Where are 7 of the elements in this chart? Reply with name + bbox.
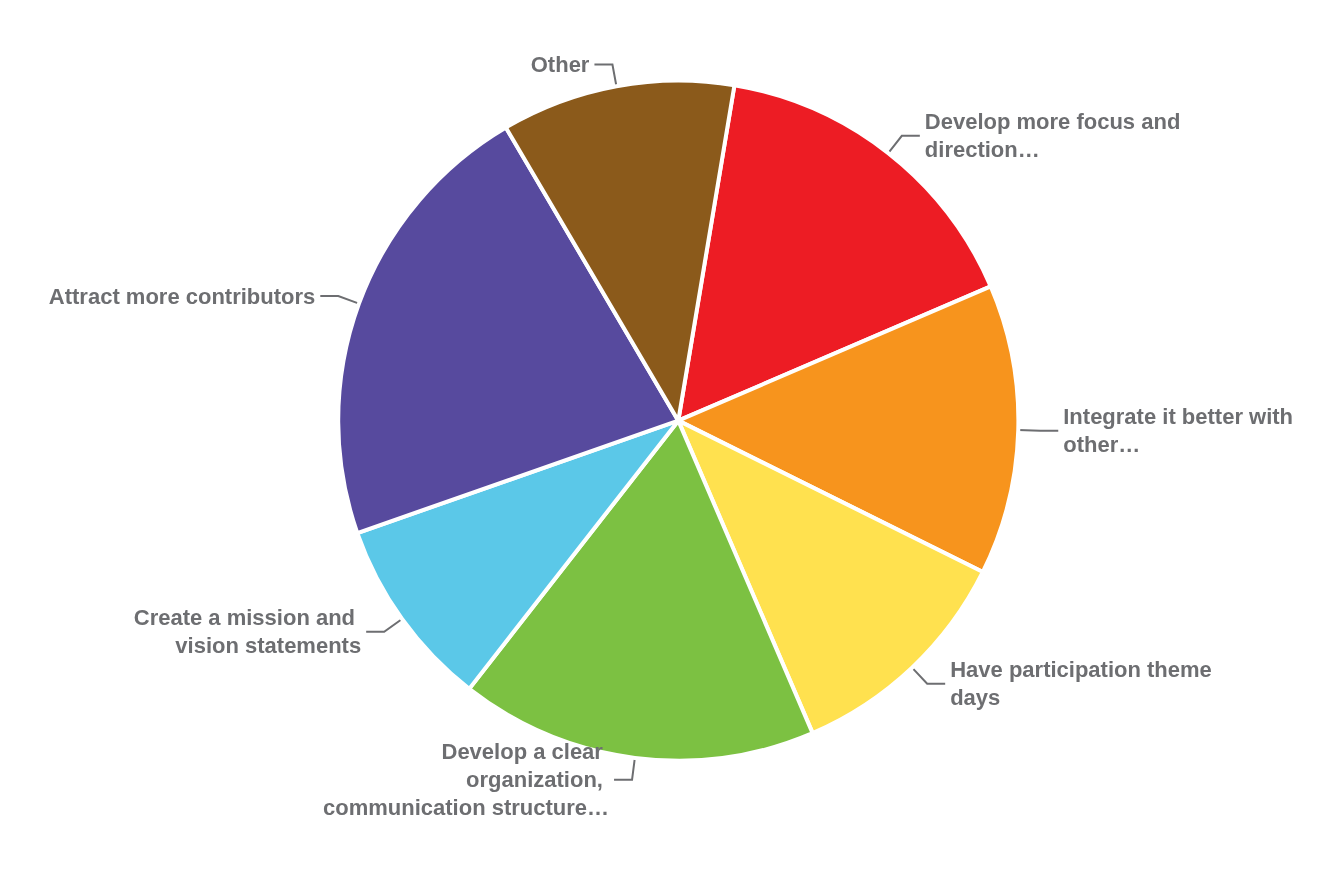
slice-label: Attract more contributors xyxy=(48,283,316,309)
slice-label: Develop a clear organization, communication structure… xyxy=(322,739,610,821)
slice-label: Integrate it better with other… xyxy=(1063,404,1300,458)
slice-label: Create a mission and vision statements xyxy=(133,605,362,659)
slice-label: Other xyxy=(530,52,590,78)
slice-label: Develop more focus and direction… xyxy=(924,109,1187,163)
slice-label: Have participation theme days xyxy=(950,657,1218,711)
